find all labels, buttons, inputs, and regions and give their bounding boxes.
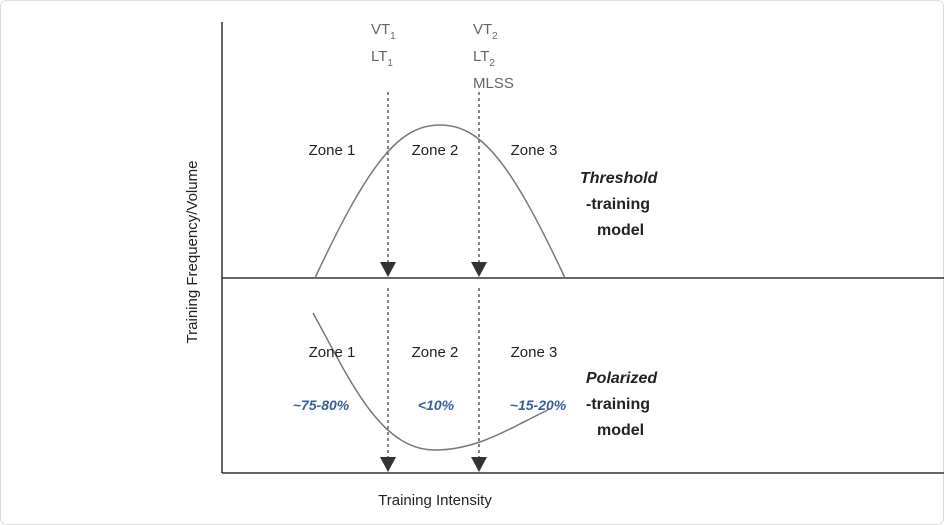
- polarized-curve: [312, 312, 549, 451]
- x-axis-label: Training Intensity: [378, 492, 492, 509]
- arrowhead: [380, 262, 396, 277]
- zone-label: Zone 1: [309, 344, 356, 361]
- model-text: model: [597, 222, 644, 239]
- threshold-label: LT2: [473, 48, 495, 69]
- zone-label: Zone 2: [412, 344, 459, 361]
- threshold-label: VT2: [473, 21, 498, 42]
- threshold-label: LT1: [371, 48, 393, 69]
- threshold-curve: [314, 124, 566, 279]
- threshold-label: MLSS: [473, 75, 514, 92]
- arrowhead: [471, 262, 487, 277]
- model-text: -training: [586, 396, 650, 413]
- arrowhead: [380, 457, 396, 472]
- model-title: Threshold: [580, 170, 659, 187]
- share-label: ~75-80%: [293, 397, 350, 413]
- arrowhead: [471, 457, 487, 472]
- model-text: -training: [586, 196, 650, 213]
- share-label: <10%: [418, 397, 455, 413]
- model-text: model: [597, 422, 644, 439]
- share-label: ~15-20%: [510, 397, 567, 413]
- zone-label: Zone 2: [412, 142, 459, 159]
- zone-label: Zone 1: [309, 142, 356, 159]
- model-title: Polarized: [586, 370, 658, 387]
- threshold-label: VT1: [371, 21, 396, 42]
- zone-label: Zone 3: [511, 344, 558, 361]
- zone-label: Zone 3: [511, 142, 558, 159]
- y-axis-label: Training Frequency/Volume: [184, 161, 201, 344]
